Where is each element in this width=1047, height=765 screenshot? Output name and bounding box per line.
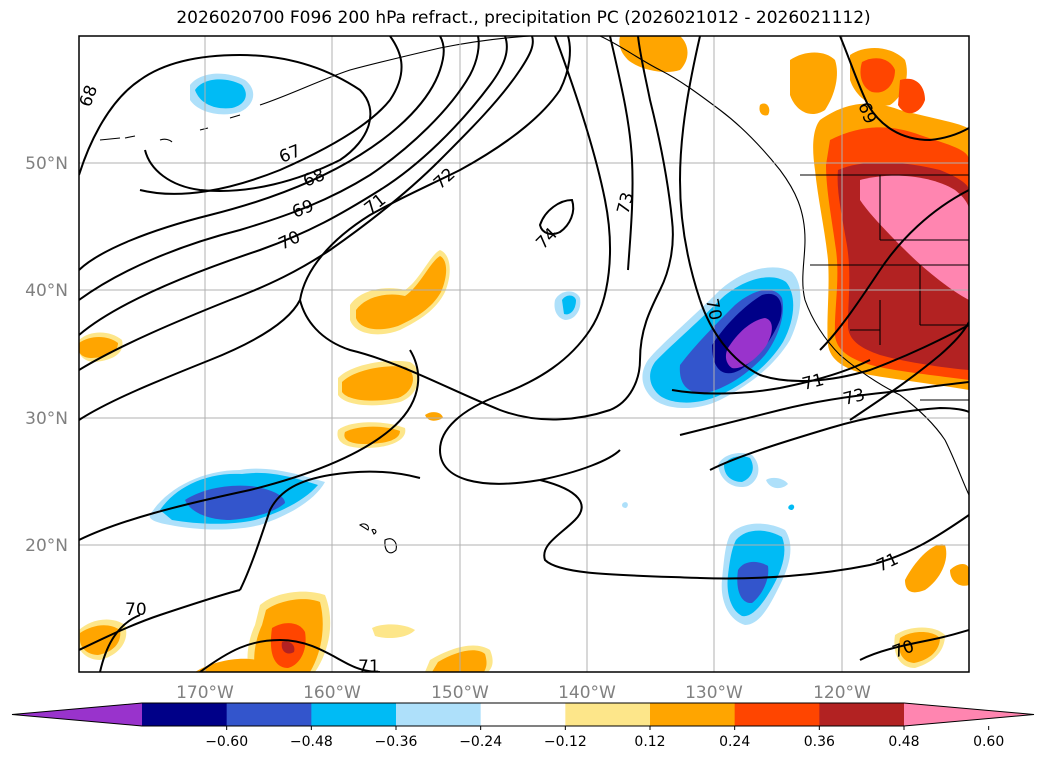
colorbar-extend-low [12,703,142,726]
contour-label: 68 [76,83,102,110]
gridlines [79,36,969,672]
lon-label: 170°W [176,683,234,703]
lat-label: 20°N [25,536,68,556]
lon-label: 160°W [303,683,361,703]
chart-title: 2026020700 F096 200 hPa refract., precip… [176,8,871,28]
colorbar-tick-label: 0.60 [973,734,1004,750]
colorbar-tick-label: −0.24 [459,734,502,750]
colorbar-tick-label: −0.60 [205,734,248,750]
colorbar-segment [311,703,397,726]
colorbar: −0.60 −0.48 −0.36 −0.24 −0.12 0.12 0.24 0.36 0.4… [11,702,1035,750]
colorbar-segment [396,703,482,726]
contour-label: 70 [701,297,725,322]
latitude-labels: 50°N 40°N 30°N 20°N [25,154,68,556]
lon-label: 140°W [558,683,616,703]
colorbar-tick-label: 0.24 [719,734,750,750]
colorbar-tick-label: 0.48 [888,734,919,750]
longitude-labels: 170°W 160°W 150°W 140°W 130°W 120°W [176,683,871,703]
lat-label: 30°N [25,409,68,429]
colorbar-extend-high [904,703,1034,726]
colorbar-segment [565,703,651,726]
contour-label: 71 [358,657,380,677]
colorbar-segment [142,703,228,726]
lon-label: 120°W [813,683,871,703]
refractivity-contours [79,36,969,672]
colorbar-tick-label: 0.36 [804,734,835,750]
colorbar-segment [734,703,820,726]
lon-label: 150°W [431,683,489,703]
colorbar-outline [11,702,1035,727]
contour-label: 70 [125,600,147,620]
lat-label: 50°N [25,154,68,174]
colorbar-segment [226,703,312,726]
colorbar-tick-label: −0.48 [290,734,333,750]
colorbar-segment [650,703,736,726]
lon-label: 130°W [685,683,743,703]
colorbar-tick-label: −0.36 [375,734,418,750]
lat-label: 40°N [25,281,68,301]
colorbar-tick-label: −0.12 [544,734,587,750]
colorbar-segment [819,703,905,726]
colorbar-tick-label: 0.12 [634,734,665,750]
colorbar-segment [480,703,566,726]
map-frame [78,35,970,673]
